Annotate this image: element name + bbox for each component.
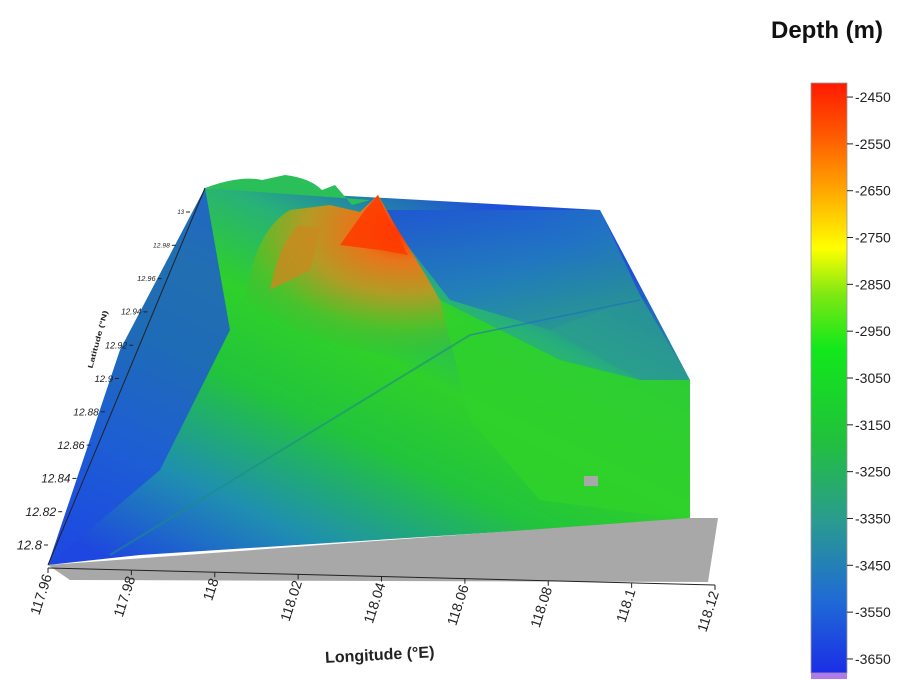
y-tick-label: 12.86: [57, 440, 85, 452]
bathymetry-surface: [48, 175, 718, 582]
y-tick-label: 12.94: [121, 308, 142, 317]
x-tick-label: 118.06: [444, 582, 472, 627]
surface-left-slope: [48, 188, 230, 565]
surface-gap: [584, 476, 598, 486]
x-tick-label: 118.1: [613, 587, 639, 624]
latitude-axis-line: [47, 187, 206, 566]
y-tick-label: 12.8: [17, 538, 43, 553]
colorbar-low-cap: [811, 673, 847, 679]
surface-ridge-secondary: [270, 225, 320, 290]
x-tick-label: 118.08: [527, 585, 555, 630]
colorbar-tick-label: -3650: [855, 651, 891, 667]
x-tick-label: 118.04: [360, 580, 388, 625]
x-tick-label: 118: [199, 576, 221, 602]
colorbar-tick-label: -3450: [855, 557, 891, 573]
longitude-axis: 117.96 117.98 118 118.02 118.04 118.06 118.08 1…: [27, 567, 722, 667]
colorbar-gradient: [810, 82, 848, 674]
longitude-axis-label: Longitude (°E): [325, 644, 435, 667]
colorbar-tick-label: -2850: [855, 276, 891, 292]
y-tick-label: 12.9: [95, 374, 114, 385]
surface-basin: [380, 210, 640, 330]
colorbar-tick-label: -2550: [855, 136, 891, 152]
colorbar-tick-label: -2750: [855, 230, 891, 246]
y-tick-label: 12.96: [137, 274, 156, 283]
colorbar-tick-label: -2950: [855, 323, 891, 339]
y-tick-label: 12.84: [41, 472, 71, 485]
colorbar-tick-label: -3250: [855, 464, 891, 480]
y-tick-label: 12.88: [73, 407, 99, 418]
colorbar-tick-label: -3150: [855, 417, 891, 433]
y-tick-label: 12.92: [105, 340, 127, 350]
y-tick-label: 12.82: [25, 505, 56, 519]
x-tick-label: 117.96: [27, 572, 55, 617]
colorbar-tick-label: -2450: [855, 89, 891, 105]
colorbar-tick-label: -3350: [855, 510, 891, 526]
surface-peak: [340, 195, 408, 255]
surface-front-skirt: [48, 518, 718, 582]
depth-colorbar: Depth (m) -2450 -2550 -2650 -2750 -2850 -2950…: [771, 17, 891, 679]
x-tick-label: 117.98: [110, 574, 138, 619]
y-tick-label: 12.98: [153, 243, 170, 250]
x-tick-label: 118.02: [277, 578, 305, 623]
surface-right-flank: [440, 300, 690, 520]
colorbar-tick-label: -3050: [855, 370, 891, 386]
colorbar-title: Depth (m): [771, 17, 883, 44]
surface-right-slope: [550, 295, 690, 380]
x-tick-label: 118.12: [694, 589, 722, 634]
surface-valley-line-2: [469, 299, 641, 336]
latitude-axis: 12.8 12.82 12.84 12.86 12.88 12.9 12.92 12.94 12…: [17, 187, 206, 566]
y-tick-label: 13: [177, 210, 184, 216]
surface-valley-line: [109, 334, 471, 556]
surface-ridge-back: [205, 175, 370, 205]
colorbar-tick-label: -2650: [855, 183, 891, 199]
colorbar-tick-label: -3550: [855, 604, 891, 620]
